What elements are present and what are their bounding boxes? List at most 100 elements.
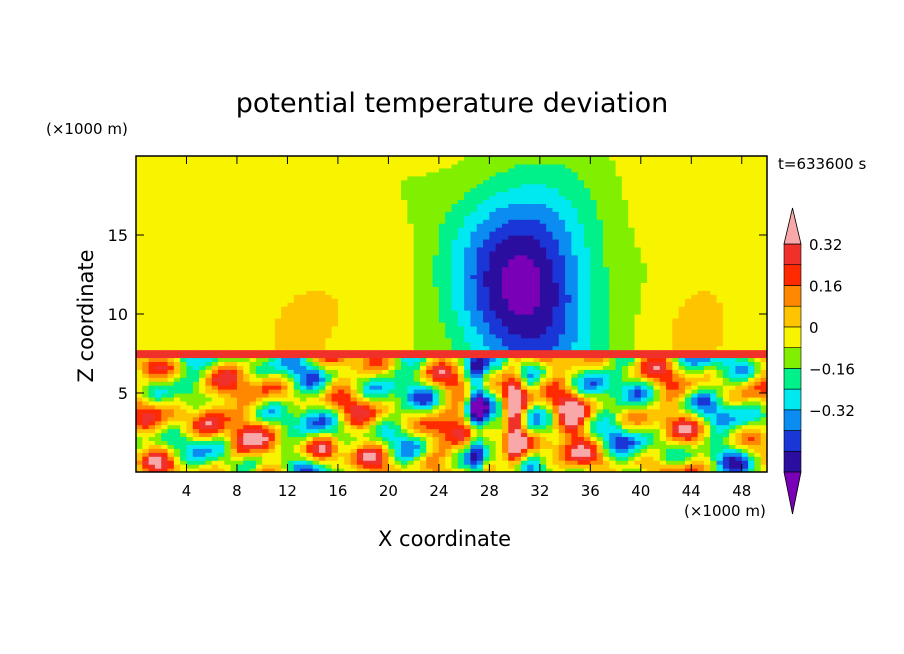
field-cell: [596, 333, 604, 339]
field-cell: [729, 306, 737, 311]
field-cell: [300, 416, 307, 422]
field-cell: [483, 321, 490, 327]
field-cell: [596, 404, 604, 410]
field-cell: [318, 294, 326, 299]
field-cell: [445, 456, 453, 461]
field-cell: [154, 306, 162, 311]
field-cell: [628, 420, 636, 426]
field-cell: [628, 341, 636, 347]
field-cell: [205, 286, 213, 291]
field-cell: [401, 400, 408, 406]
field-cell: [445, 464, 453, 469]
field-cell: [186, 377, 194, 382]
field-cell: [672, 420, 680, 426]
field-cell: [596, 420, 604, 426]
field-cell: [584, 468, 591, 472]
field-cell: [325, 294, 333, 299]
field-cell: [565, 345, 572, 351]
field-cell: [653, 396, 661, 402]
field-cell: [161, 460, 169, 465]
field-cell: [659, 436, 667, 441]
field-cell: [659, 345, 667, 351]
field-cell: [306, 428, 314, 434]
field-cell: [666, 460, 673, 465]
field-cell: [192, 373, 200, 378]
field-cell: [394, 337, 402, 343]
field-cell: [684, 408, 692, 414]
field-cell: [501, 369, 509, 374]
field-cell: [413, 424, 421, 430]
field-cell: [451, 286, 459, 291]
field-cell: [678, 424, 686, 430]
field-cell: [590, 468, 598, 472]
field-cell: [672, 385, 680, 390]
field-cell: [722, 337, 730, 343]
field-cell: [741, 306, 749, 311]
field-cell: [501, 298, 509, 303]
field-cell: [300, 460, 307, 465]
field-cell: [205, 373, 213, 378]
field-cell: [533, 444, 541, 449]
field-cell: [508, 321, 516, 327]
field-cell: [369, 341, 377, 347]
field-cell: [255, 393, 263, 398]
field-cell: [199, 357, 207, 362]
field-cell: [703, 349, 711, 355]
field-cell: [722, 373, 730, 378]
field-cell: [602, 428, 610, 434]
field-cell: [199, 369, 207, 374]
field-cell: [577, 290, 585, 295]
field-cell: [445, 298, 453, 303]
field-cell: [565, 389, 572, 394]
field-cell: [318, 314, 326, 319]
field-cell: [186, 325, 194, 331]
field-cell: [748, 396, 755, 402]
field-cell: [382, 357, 389, 362]
field-cell: [356, 341, 364, 347]
field-cell: [426, 357, 434, 362]
field-cell: [445, 314, 453, 319]
field-cell: [287, 278, 295, 283]
field-cell: [325, 377, 333, 382]
field-cell: [192, 416, 200, 422]
field-cell: [476, 377, 484, 382]
field-cell: [628, 329, 636, 335]
field-cell: [678, 440, 686, 445]
field-cell: [697, 369, 705, 374]
field-cell: [148, 321, 156, 327]
field-cell: [432, 286, 440, 291]
field-cell: [697, 317, 705, 323]
field-cell: [501, 361, 509, 366]
field-cell: [287, 456, 295, 461]
field-cell: [249, 302, 257, 307]
field-cell: [495, 294, 503, 299]
field-cell: [350, 373, 358, 378]
field-cell: [501, 460, 509, 465]
field-cell: [628, 389, 636, 394]
field-cell: [419, 286, 427, 291]
field-cell: [464, 333, 472, 339]
field-cell: [274, 286, 282, 291]
field-cell: [716, 325, 724, 331]
field-cell: [508, 302, 516, 307]
field-cell: [495, 432, 503, 438]
field-cell: [748, 365, 755, 370]
field-cell: [476, 468, 484, 472]
field-cell: [438, 448, 446, 453]
field-cell: [325, 282, 333, 287]
field-cell: [584, 333, 591, 339]
field-cell: [697, 314, 705, 319]
field-cell: [678, 385, 686, 390]
field-cell: [419, 345, 427, 351]
field-cell: [350, 436, 358, 441]
field-cell: [268, 393, 276, 398]
field-cell: [268, 329, 276, 335]
field-cell: [407, 432, 415, 438]
field-cell: [584, 448, 591, 453]
field-cell: [148, 310, 156, 315]
field-cell: [331, 432, 339, 438]
field-cell: [571, 278, 579, 283]
field-cell: [356, 377, 364, 382]
field-cell: [287, 286, 295, 291]
field-cell: [457, 404, 465, 410]
